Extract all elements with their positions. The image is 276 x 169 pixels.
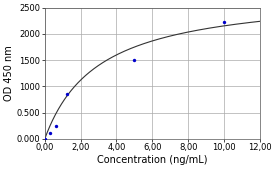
Point xyxy=(132,59,137,62)
Point xyxy=(222,21,226,24)
Point xyxy=(43,138,47,140)
X-axis label: Concentration (ng/mL): Concentration (ng/mL) xyxy=(97,155,208,165)
Point xyxy=(65,93,69,96)
Point xyxy=(48,131,52,134)
Point xyxy=(54,124,58,127)
Y-axis label: OD 450 nm: OD 450 nm xyxy=(4,45,14,101)
